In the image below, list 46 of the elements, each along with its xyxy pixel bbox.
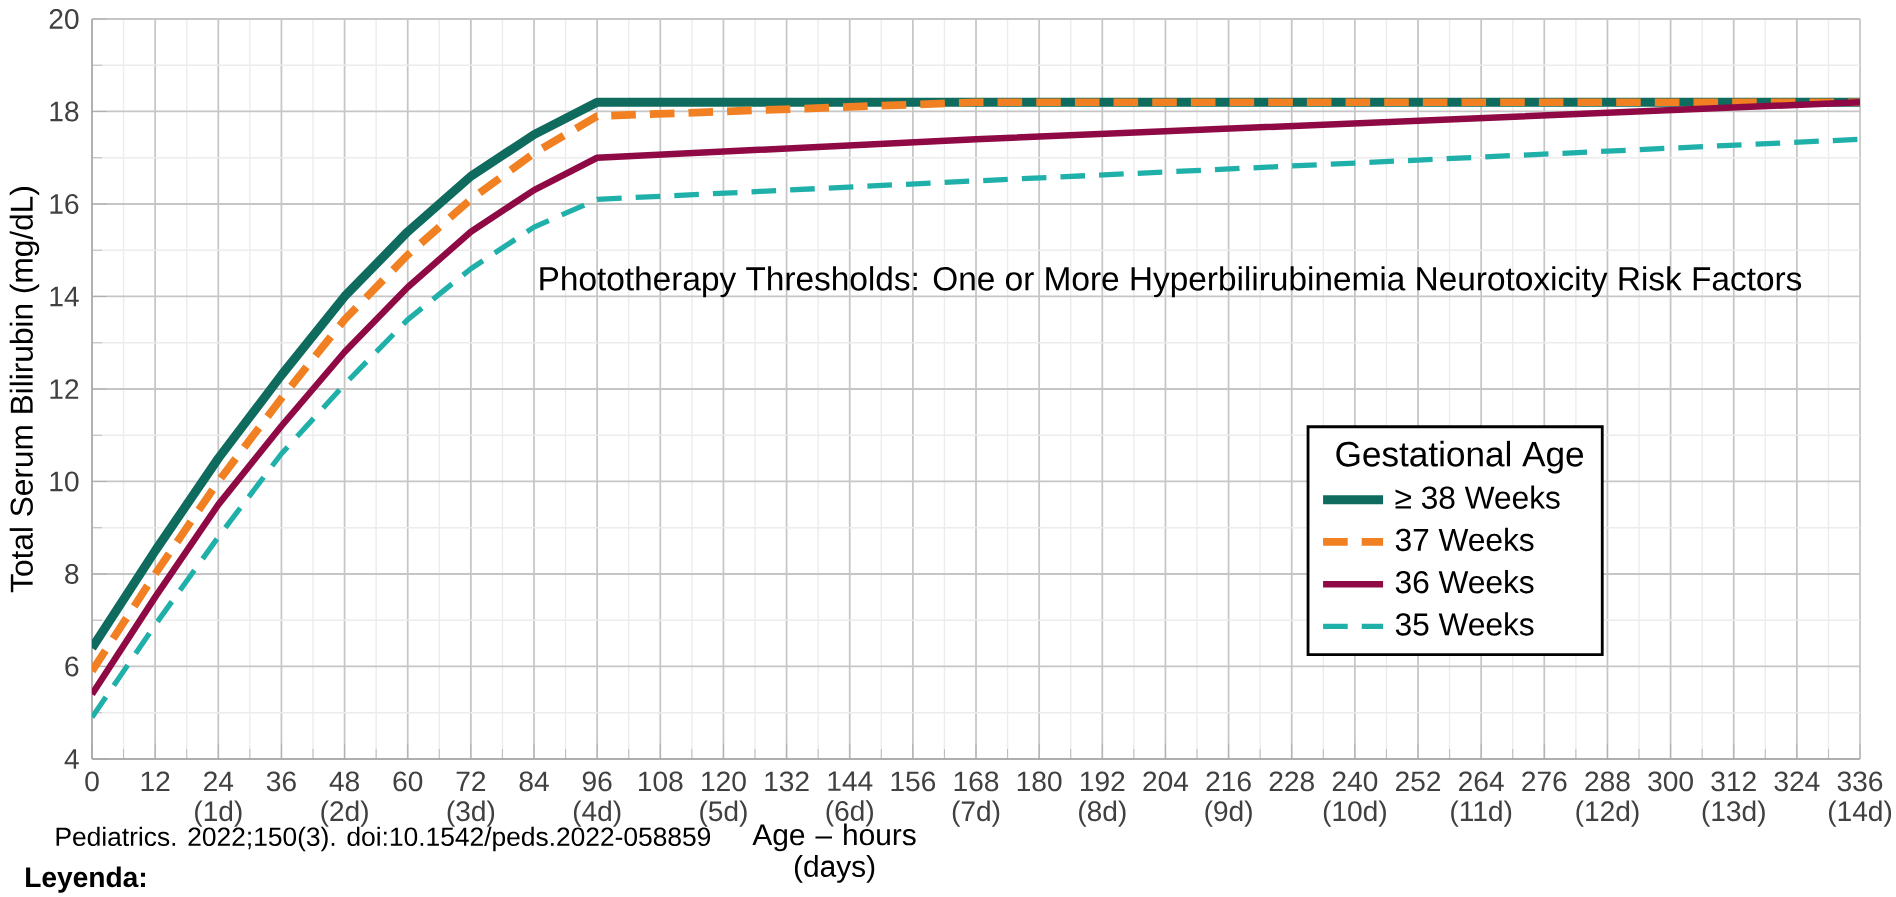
y-tick-label: 14 <box>50 286 79 307</box>
x-tick-label: 300 <box>1648 771 1693 792</box>
x-tick-label: 312 (13d) <box>1702 771 1765 827</box>
x-tick-label: 60 <box>393 771 423 792</box>
x-tick-label: 12 <box>141 771 170 792</box>
x-tick-label: 72 (3d) <box>447 771 495 827</box>
x-tick-label: 252 <box>1395 771 1441 792</box>
x-tick-label: 168 (7d) <box>952 771 1000 827</box>
x-tick-label: 36 <box>266 771 296 792</box>
legend-label: 35 Weeks <box>1395 612 1534 636</box>
x-tick-label: 84 <box>519 771 549 792</box>
x-tick-label: 48 (2d) <box>321 771 368 827</box>
y-tick-label: 10 <box>50 471 79 492</box>
x-tick-label: 192 (8d) <box>1079 771 1126 827</box>
x-tick-label: 108 <box>638 771 683 792</box>
x-tick-label: 204 <box>1143 771 1189 792</box>
x-tick-label: 120 (5d) <box>700 771 747 827</box>
y-tick-label: 6 <box>65 656 79 677</box>
x-tick-label: 0 <box>85 771 99 792</box>
y-tick-label: 18 <box>50 101 79 122</box>
x-tick-label: 336 (14d) <box>1828 771 1892 827</box>
x-tick-label: 132 <box>765 771 809 792</box>
legend-title: Gestational Age <box>1336 440 1584 474</box>
legend-label: ≥ 38 Weeks <box>1395 485 1560 509</box>
x-tick-label: 228 <box>1269 771 1314 792</box>
text: Pediatrics. 2022;150(3). doi:10.1542/peds.2022-058859 <box>56 826 711 852</box>
y-tick-label: 12 <box>50 379 79 399</box>
y-tick-label: 8 <box>65 564 79 584</box>
y-tick-label: 20 <box>49 9 79 29</box>
x-tick-label: 24 (1d) <box>195 771 242 827</box>
x-tick-label: 264 (11d) <box>1451 771 1512 827</box>
text: Leyenda: <box>26 866 145 893</box>
x-tick-label: 96 (4d) <box>573 771 621 827</box>
x-tick-label: 288 (12d) <box>1576 771 1639 827</box>
y-axis-title: Total Serum Bilirubin (mg/dL) <box>9 187 40 593</box>
legend-label: 37 Weeks <box>1395 527 1534 552</box>
x-tick-label: 240 (10d) <box>1323 771 1386 827</box>
y-tick-label: 16 <box>50 194 79 214</box>
x-tick-label: 324 <box>1774 771 1820 792</box>
annotation: Phototherapy Thresholds: One or More Hyperbilirubinemia Neurotoxicity Risk Factors <box>540 266 1802 298</box>
y-tick-label: 4 <box>64 749 79 769</box>
legend-label: 36 Weeks <box>1395 570 1534 594</box>
x-tick-label: 156 <box>891 771 936 792</box>
x-tick-label: 276 <box>1522 771 1567 792</box>
x-tick-label: 180 <box>1017 771 1062 792</box>
x-tick-label: 216 (9d) <box>1205 771 1252 827</box>
